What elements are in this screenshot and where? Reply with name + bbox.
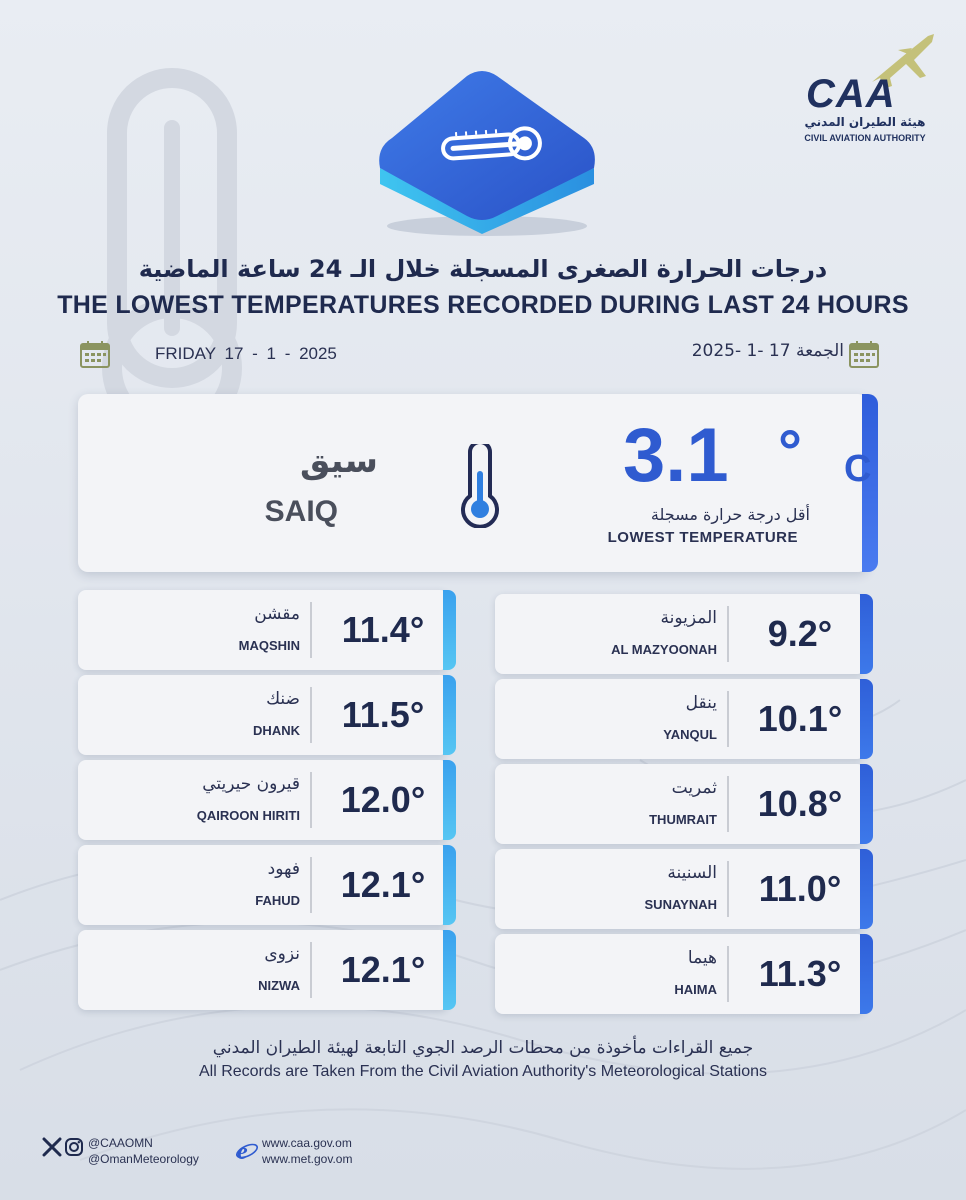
station-name-en: MAQSHIN xyxy=(238,638,300,653)
social-handle-omanmeteorology[interactable]: @OmanMeteorology xyxy=(88,1152,199,1166)
station-card: قيرون حيريتي QAIROON HIRITI 12.0° xyxy=(78,760,456,840)
calendar-icon xyxy=(849,341,879,368)
card-accent-stripe xyxy=(860,594,873,674)
card-divider xyxy=(310,687,312,743)
station-name-en: NIZWA xyxy=(258,978,300,993)
social-handle-caaomn[interactable]: @CAAOMN xyxy=(88,1136,153,1150)
card-divider xyxy=(310,857,312,913)
station-name-en: YANQUL xyxy=(663,727,717,742)
station-name-ar: المزيونة xyxy=(660,608,717,628)
card-accent-stripe xyxy=(860,679,873,759)
card-divider xyxy=(310,772,312,828)
station-name-en: QAIROON HIRITI xyxy=(196,808,300,823)
card-divider xyxy=(727,776,729,832)
card-accent-stripe xyxy=(862,394,878,572)
date-english: FRIDAY 17 - 1 - 2025 xyxy=(155,344,337,363)
calendar-icon xyxy=(80,341,110,368)
station-temperature: 10.8° xyxy=(757,783,843,824)
website-caa[interactable]: www.caa.gov.om xyxy=(262,1136,352,1150)
lowest-temperature-label-ar: أقل درجة حرارة مسجلة xyxy=(650,505,810,524)
card-accent-stripe xyxy=(860,934,873,1014)
card-divider xyxy=(310,942,312,998)
lowest-temperature-unit: C xyxy=(844,448,872,490)
station-temperature: 9.2° xyxy=(767,613,833,654)
page-title-en: THE LOWEST TEMPERATURES RECORDED DURING … xyxy=(57,291,909,319)
thermometer-icon xyxy=(461,444,499,528)
card-accent-stripe xyxy=(443,760,456,840)
x-twitter-icon[interactable] xyxy=(42,1137,62,1157)
station-name-ar: السنينة xyxy=(667,863,717,883)
website-met[interactable]: www.met.gov.om xyxy=(262,1152,353,1166)
station-name-ar: ينقل xyxy=(685,693,717,713)
station-temperature: 11.5° xyxy=(341,694,425,735)
logo-name-en: CIVIL AVIATION AUTHORITY xyxy=(804,133,926,143)
station-name-en: AL MAZYOONAH xyxy=(611,642,717,657)
station-card: المزيونة AL MAZYOONAH 9.2° xyxy=(495,594,873,674)
lowest-temperature-degree: ° xyxy=(778,418,802,485)
station-name-ar: هيما xyxy=(687,948,717,968)
internet-explorer-icon: e xyxy=(236,1139,258,1163)
logo-brand-text: CAA xyxy=(806,72,896,116)
station-temperature: 12.1° xyxy=(340,949,426,990)
station-card: هيما HAIMA 11.3° xyxy=(495,934,873,1014)
station-name-en: DHANK xyxy=(253,723,300,738)
station-name-en: THUMRAIT xyxy=(649,812,717,827)
thermometer-tile-icon xyxy=(379,71,595,236)
station-temperature: 11.4° xyxy=(341,609,425,650)
station-name-ar: ثمريت xyxy=(671,778,717,798)
station-name-en: HAIMA xyxy=(674,982,717,997)
station-name-ar: قيرون حيريتي xyxy=(202,774,300,794)
card-accent-stripe xyxy=(443,845,456,925)
card-accent-stripe xyxy=(860,764,873,844)
card-accent-stripe xyxy=(443,930,456,1010)
station-name-en: SUNAYNAH xyxy=(644,897,717,912)
station-name-ar: مقشن xyxy=(254,604,300,624)
station-temperature: 11.0° xyxy=(758,868,842,909)
station-name-ar: نزوى xyxy=(264,944,300,964)
svg-text:e: e xyxy=(237,1139,248,1163)
card-divider xyxy=(727,606,729,662)
caa-logo: CAA هيئة الطيران المدني CIVIL AVIATION A… xyxy=(790,30,940,160)
station-name-en: FAHUD xyxy=(255,893,300,908)
station-card: نزوى NIZWA 12.1° xyxy=(78,930,456,1010)
station-name-ar: ضنك xyxy=(266,689,300,709)
lowest-temperature-card: سيق SAIQ 3.1 ° C أقل درجة حرارة مسجلة LO… xyxy=(78,394,878,572)
station-name-ar: فهود xyxy=(267,859,300,879)
lowest-temperature-value: 3.1 xyxy=(623,413,729,498)
station-card: ضنك DHANK 11.5° xyxy=(78,675,456,755)
logo-name-ar: هيئة الطيران المدني xyxy=(804,115,926,129)
station-card: فهود FAHUD 12.1° xyxy=(78,845,456,925)
station-temperature: 10.1° xyxy=(757,698,843,739)
station-card: ثمريت THUMRAIT 10.8° xyxy=(495,764,873,844)
card-accent-stripe xyxy=(443,590,456,670)
station-temperature: 11.3° xyxy=(758,953,842,994)
lowest-station-name-en: SAIQ xyxy=(264,495,338,528)
card-divider xyxy=(727,946,729,1002)
card-divider xyxy=(727,691,729,747)
airplane-logo-icon xyxy=(872,34,934,88)
station-card: ينقل YANQUL 10.1° xyxy=(495,679,873,759)
footer-note-en: All Records are Taken From the Civil Avi… xyxy=(198,1063,768,1080)
card-accent-stripe xyxy=(443,675,456,755)
lowest-temperature-label-en: LOWEST TEMPERATURE xyxy=(607,529,798,546)
page-title-ar: درجات الحرارة الصغرى المسجلة خلال الـ 24… xyxy=(138,255,828,283)
footer-note-ar: جميع القراءات مأخوذة من محطات الرصد الجو… xyxy=(212,1038,754,1058)
date-arabic: الجمعة 17 -1 -2025 xyxy=(691,341,844,361)
lowest-station-name-ar: سيق xyxy=(300,441,378,481)
instagram-icon[interactable] xyxy=(64,1137,84,1157)
background-thermometer-graphic xyxy=(102,68,242,438)
station-temperature: 12.0° xyxy=(340,779,426,820)
station-card: السنينة SUNAYNAH 11.0° xyxy=(495,849,873,929)
station-card: مقشن MAQSHIN 11.4° xyxy=(78,590,456,670)
station-temperature: 12.1° xyxy=(340,864,426,905)
card-divider xyxy=(310,602,312,658)
card-divider xyxy=(727,861,729,917)
card-accent-stripe xyxy=(860,849,873,929)
